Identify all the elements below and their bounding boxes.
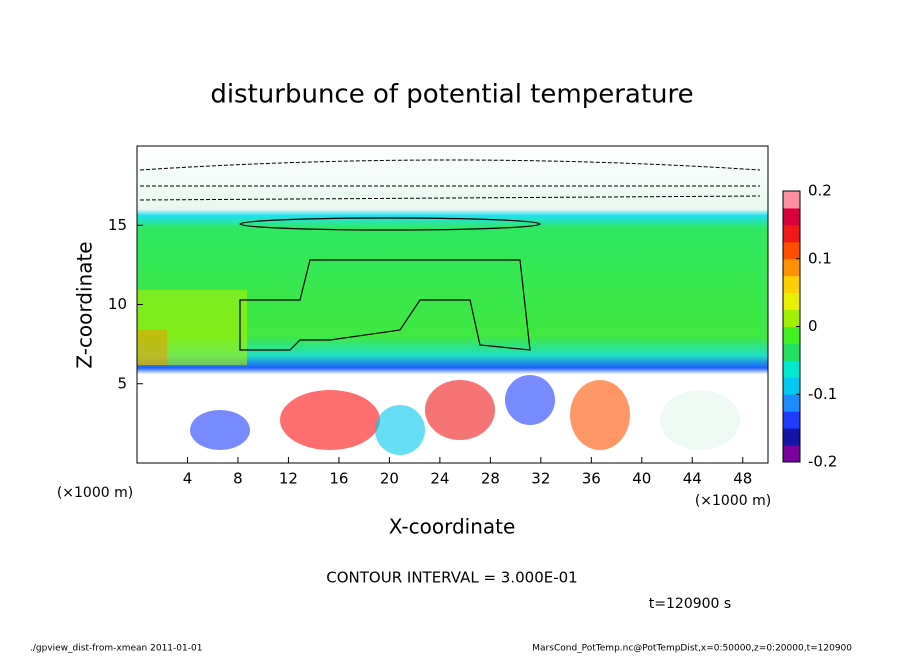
- colorbar-swatch: [783, 292, 800, 311]
- field-patch: [425, 380, 495, 440]
- colorbar-swatch: [783, 258, 800, 277]
- colorbar-tick-label: 0.2: [808, 182, 832, 200]
- contour: [139, 159, 761, 201]
- field-patch: [375, 405, 425, 455]
- time-label: t=120900 s: [649, 596, 731, 612]
- y-axis-label: Z-coordinate: [73, 241, 97, 368]
- colorbar-swatch: [783, 224, 800, 243]
- colorbar-swatch: [783, 191, 800, 209]
- x-tick-label: 48: [733, 470, 752, 488]
- contour: [239, 259, 531, 351]
- x-axis-label: X-coordinate: [389, 515, 516, 539]
- colorbar-tick-label: 0.1: [808, 249, 832, 267]
- chart-title: disturbunce of potential temperature: [210, 80, 693, 110]
- colorbar-swatch: [783, 411, 800, 429]
- colorbar-swatch: [783, 326, 800, 344]
- x-tick-label: 36: [582, 470, 601, 488]
- field-patch: [190, 410, 250, 450]
- field: [137, 146, 768, 463]
- field-patch: [137, 330, 167, 365]
- x-tick-label: 24: [430, 470, 449, 488]
- y-tick-label: 10: [108, 295, 127, 313]
- colorbar-swatch: [783, 360, 800, 378]
- x-tick-label: 8: [233, 470, 243, 488]
- colorbar-swatch: [783, 445, 800, 463]
- colorbar-tick-label: 0: [808, 317, 818, 335]
- colorbar-swatch: [783, 275, 800, 294]
- x-tick-label: 40: [632, 470, 651, 488]
- field-patch: [505, 375, 555, 425]
- x-tick-label: 16: [329, 470, 348, 488]
- colorbar-swatch: [783, 309, 800, 327]
- y-tick-label: 15: [108, 216, 127, 234]
- colorbar-swatch: [783, 343, 800, 361]
- x-tick-label: 12: [279, 470, 298, 488]
- colorbar-swatch: [783, 394, 800, 412]
- colorbar-tick-label: -0.2: [808, 453, 837, 471]
- colorbar-swatch: [783, 377, 800, 395]
- x-tick-label: 44: [683, 470, 702, 488]
- colorbar-swatch: [783, 428, 800, 446]
- colorbar-tick-label: -0.1: [808, 385, 837, 403]
- x-unit: (×1000 m): [695, 493, 771, 509]
- footer-left: ./gpview_dist-from-xmean 2011-01-01: [30, 644, 202, 654]
- x-unit: (×1000 m): [57, 485, 133, 501]
- x-tick-label: 20: [380, 470, 399, 488]
- x-tick-label: 32: [531, 470, 550, 488]
- field-patch: [280, 390, 380, 450]
- contour-interval: CONTOUR INTERVAL = 3.000E-01: [326, 569, 577, 587]
- x-tick-label: 28: [481, 470, 500, 488]
- footer-right: MarsCond_PotTemp.nc@PotTempDist,x=0:5000…: [532, 644, 852, 654]
- colorbar-swatch: [783, 241, 800, 260]
- field-patch: [570, 380, 630, 450]
- contour: [239, 217, 541, 231]
- colorbar-swatch: [783, 207, 800, 226]
- x-tick-label: 4: [183, 470, 193, 488]
- y-tick-label: 5: [117, 374, 127, 392]
- field-patch: [660, 390, 740, 450]
